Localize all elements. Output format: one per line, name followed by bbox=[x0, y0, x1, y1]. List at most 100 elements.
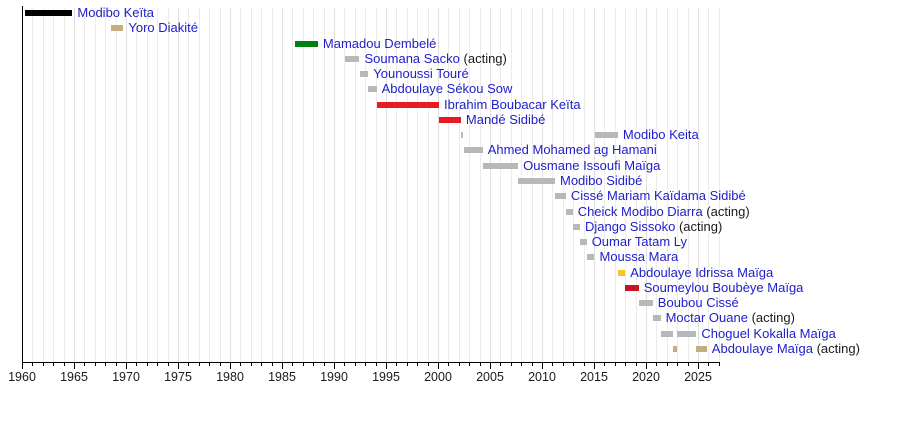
acting-suffix: (acting) bbox=[812, 340, 860, 356]
grid-line-2020 bbox=[646, 8, 647, 362]
grid-line-1980 bbox=[230, 8, 231, 362]
grid-line-1994 bbox=[375, 8, 377, 362]
grid-line-1965 bbox=[74, 8, 75, 362]
minor-tick-1983 bbox=[261, 363, 263, 366]
person-link[interactable]: Mamadou Dembelé bbox=[322, 35, 437, 51]
person-link[interactable]: Ibrahim Boubacar Keïta bbox=[444, 96, 581, 112]
minor-tick-1981 bbox=[240, 363, 242, 366]
person-link[interactable]: Ousmane Issoufi Maïga bbox=[523, 157, 661, 173]
person-link[interactable]: Ahmed Mohamed ag Hamani bbox=[487, 142, 657, 158]
x-tick-label-2010: 2010 bbox=[528, 370, 556, 384]
row-label: Modibo Keita bbox=[623, 128, 699, 142]
person-link[interactable]: Abdoulaye Idrissa Maïga bbox=[630, 264, 774, 280]
term-bar bbox=[661, 330, 674, 337]
grid-line-2011 bbox=[552, 8, 554, 362]
minor-tick-1991 bbox=[344, 363, 346, 366]
minor-tick-1978 bbox=[209, 363, 211, 366]
grid-line-1985 bbox=[282, 8, 283, 362]
person-link[interactable]: Moctar Ouane bbox=[665, 310, 748, 326]
grid-line-2017 bbox=[614, 8, 616, 362]
minor-tick-2014 bbox=[583, 363, 585, 366]
grid-line-2019 bbox=[635, 8, 637, 362]
grid-line-2026 bbox=[708, 8, 710, 362]
minor-tick-2026 bbox=[708, 363, 710, 366]
grid-line-1981 bbox=[240, 8, 242, 362]
grid-line-2002 bbox=[458, 8, 460, 362]
person-link[interactable]: Django Sissoko bbox=[585, 218, 676, 234]
grid-line-2005 bbox=[490, 8, 491, 362]
x-tick-label-1995: 1995 bbox=[372, 370, 400, 384]
minor-tick-1966 bbox=[84, 363, 86, 366]
person-link[interactable]: Moussa Mara bbox=[599, 249, 679, 265]
term-bar bbox=[482, 162, 519, 169]
minor-tick-1973 bbox=[157, 363, 159, 366]
person-link[interactable]: Modibo Keïta bbox=[77, 5, 154, 20]
grid-line-1976 bbox=[188, 8, 190, 362]
x-tick-label-2025: 2025 bbox=[684, 370, 712, 384]
row-label: Moussa Mara bbox=[600, 250, 679, 264]
minor-tick-1962 bbox=[42, 363, 44, 366]
minor-tick-1993 bbox=[365, 363, 367, 366]
person-link[interactable]: Modibo Keita bbox=[622, 127, 699, 143]
person-link[interactable]: Abdoulaye Maïga bbox=[711, 340, 813, 356]
minor-tick-2002 bbox=[458, 363, 460, 366]
x-tick-label-1965: 1965 bbox=[60, 370, 88, 384]
minor-tick-1967 bbox=[94, 363, 96, 366]
person-link[interactable]: Soumeylou Boubèye Maïga bbox=[643, 279, 804, 295]
grid-line-1979 bbox=[219, 8, 221, 362]
grid-line-1966 bbox=[84, 8, 86, 362]
x-tick-label-2000: 2000 bbox=[424, 370, 452, 384]
person-link[interactable]: Cheick Modibo Diarra bbox=[577, 203, 703, 219]
grid-line-1995 bbox=[386, 8, 387, 362]
minor-tick-2013 bbox=[573, 363, 575, 366]
major-tick-1995 bbox=[386, 363, 387, 369]
minor-tick-1996 bbox=[396, 363, 398, 366]
minor-tick-1994 bbox=[375, 363, 377, 366]
person-link[interactable]: Modibo Sidibé bbox=[560, 173, 643, 188]
row-label: Ahmed Mohamed ag Hamani bbox=[488, 143, 657, 157]
person-link[interactable]: Soumana Sacko bbox=[364, 50, 460, 66]
minor-tick-2027 bbox=[718, 363, 720, 366]
term-bar bbox=[518, 178, 555, 184]
grid-line-1986 bbox=[292, 8, 294, 362]
grid-line-2021 bbox=[656, 8, 658, 362]
person-link[interactable]: Choguel Kokalla Maïga bbox=[701, 325, 836, 341]
row-label: Soumeylou Boubèye Maïga bbox=[643, 279, 804, 295]
major-tick-1975 bbox=[178, 363, 179, 369]
row-label: Abdoulaye Maïga (acting) bbox=[711, 340, 860, 356]
grid-line-1969 bbox=[115, 8, 117, 362]
person-link[interactable]: Cissé Mariam Kaïdama Sidibé bbox=[570, 188, 746, 204]
minor-tick-2023 bbox=[677, 363, 679, 366]
grid-line-1991 bbox=[344, 8, 346, 362]
major-tick-2010 bbox=[542, 363, 543, 369]
row-label: Cissé Mariam Kaïdama Sidibé bbox=[571, 189, 746, 203]
person-link[interactable]: Yoro Diakité bbox=[128, 20, 199, 36]
grid-line-1984 bbox=[271, 8, 273, 362]
grid-line-1982 bbox=[250, 8, 252, 362]
minor-tick-2007 bbox=[510, 363, 512, 366]
acting-suffix: (acting) bbox=[675, 218, 723, 234]
grid-line-1971 bbox=[136, 8, 138, 362]
row-label: Cheick Modibo Diarra (acting) bbox=[577, 203, 750, 219]
row-label: Oumar Tatam Ly bbox=[592, 235, 687, 249]
person-link[interactable]: Oumar Tatam Ly bbox=[591, 234, 688, 249]
minor-tick-2018 bbox=[625, 363, 627, 366]
minor-tick-2012 bbox=[562, 363, 564, 366]
row-label: Mamadou Dembelé bbox=[322, 35, 437, 51]
person-link[interactable]: Younoussi Touré bbox=[373, 66, 469, 82]
minor-tick-2016 bbox=[604, 363, 606, 366]
person-link[interactable]: Mandé Sidibé bbox=[465, 111, 546, 127]
person-link[interactable]: Abdoulaye Sékou Sow bbox=[381, 81, 513, 97]
minor-tick-1972 bbox=[146, 363, 148, 366]
term-bar bbox=[676, 330, 697, 337]
major-tick-2025 bbox=[698, 363, 699, 369]
grid-line-2006 bbox=[500, 8, 502, 362]
person-link[interactable]: Boubou Cissé bbox=[657, 295, 739, 311]
x-tick-label-2005: 2005 bbox=[476, 370, 504, 384]
major-tick-2020 bbox=[646, 363, 647, 369]
minor-tick-2021 bbox=[656, 363, 658, 366]
minor-tick-1979 bbox=[219, 363, 221, 366]
major-tick-2005 bbox=[490, 363, 491, 369]
row-label: Moctar Ouane (acting) bbox=[666, 311, 795, 325]
minor-tick-2011 bbox=[552, 363, 554, 366]
